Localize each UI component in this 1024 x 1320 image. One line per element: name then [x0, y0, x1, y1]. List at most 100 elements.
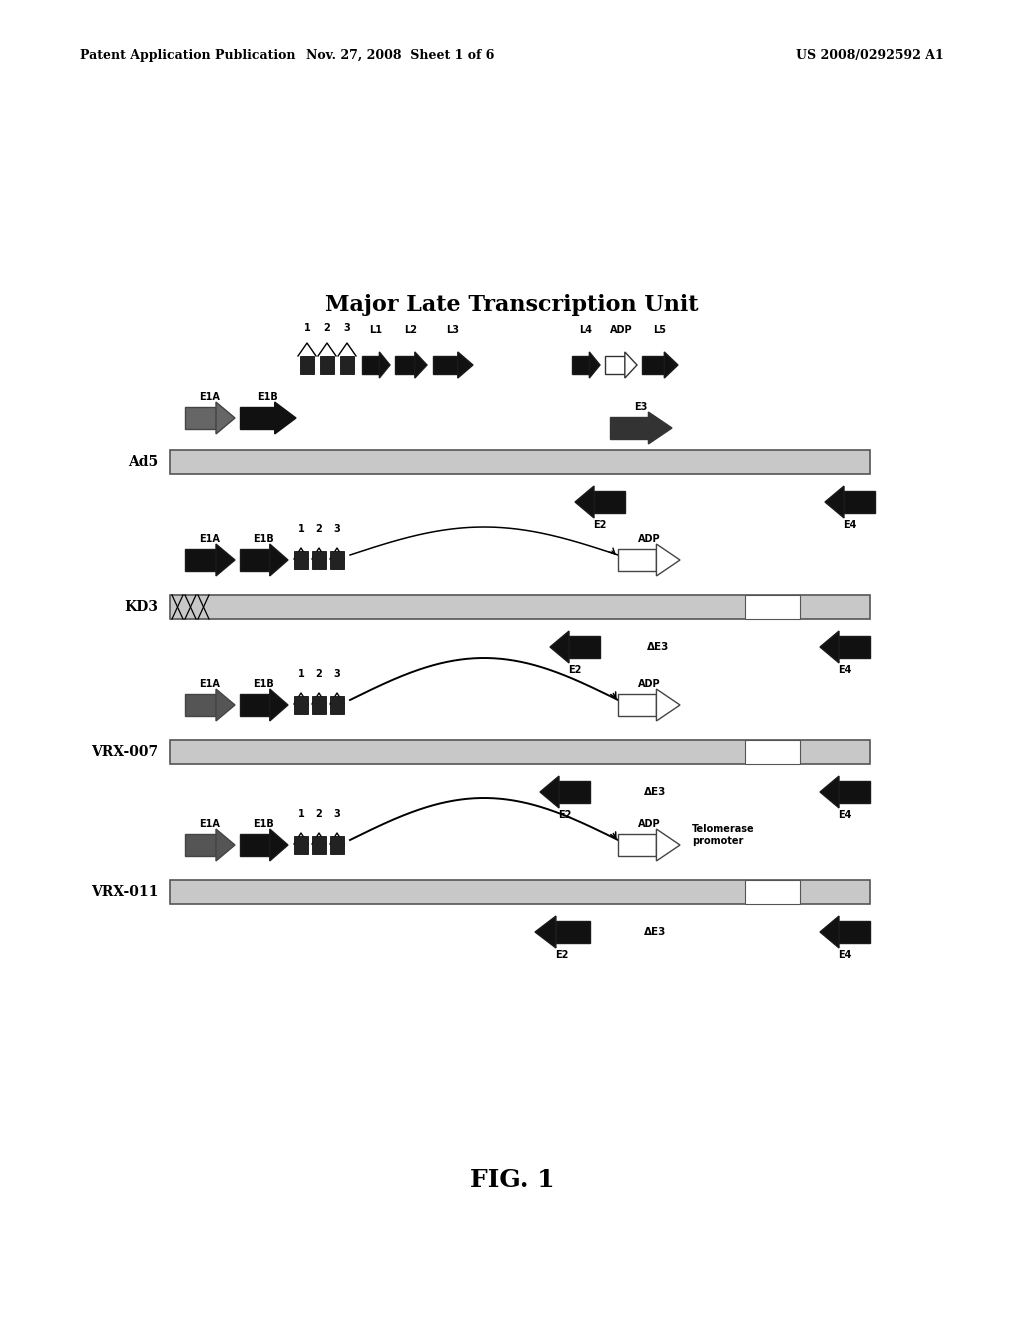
Text: L5: L5	[653, 325, 667, 335]
Text: L2: L2	[404, 325, 418, 335]
Bar	[844, 491, 874, 513]
Bar	[170, 450, 870, 474]
Text: E4: E4	[839, 665, 852, 675]
Polygon shape	[216, 544, 234, 576]
Bar	[170, 595, 870, 619]
Text: 2: 2	[315, 669, 323, 678]
Text: ADP: ADP	[638, 535, 660, 544]
Text: E4: E4	[839, 950, 852, 960]
Text: L1: L1	[370, 325, 383, 335]
Polygon shape	[656, 829, 680, 861]
Bar	[312, 550, 326, 569]
Bar	[312, 836, 326, 854]
Text: E1B: E1B	[254, 678, 274, 689]
Bar	[185, 407, 216, 429]
Text: 3: 3	[334, 809, 340, 818]
Bar	[294, 696, 308, 714]
Text: VRX-007: VRX-007	[91, 744, 158, 759]
Polygon shape	[656, 689, 680, 721]
Bar	[185, 694, 216, 715]
Bar	[330, 550, 344, 569]
Text: E1A: E1A	[200, 678, 220, 689]
Bar	[395, 356, 415, 374]
Polygon shape	[540, 776, 559, 808]
Polygon shape	[590, 352, 600, 378]
Text: 1: 1	[298, 669, 304, 678]
Bar	[618, 549, 656, 572]
Polygon shape	[820, 631, 839, 663]
Text: Major Late Transcription Unit: Major Late Transcription Unit	[326, 294, 698, 315]
Polygon shape	[269, 829, 288, 861]
Bar	[312, 696, 326, 714]
Bar	[240, 694, 269, 715]
Bar	[839, 921, 870, 942]
Bar	[240, 407, 274, 429]
Bar	[185, 834, 216, 855]
Bar	[642, 356, 665, 374]
Text: ΔE3: ΔE3	[644, 927, 667, 937]
Bar	[556, 921, 590, 942]
Text: E1A: E1A	[200, 818, 220, 829]
Text: E2: E2	[555, 950, 568, 960]
Text: ADP: ADP	[638, 818, 660, 829]
Text: ΔE3: ΔE3	[644, 787, 667, 797]
Polygon shape	[625, 352, 637, 378]
Polygon shape	[274, 403, 296, 434]
Text: 2: 2	[315, 809, 323, 818]
Polygon shape	[216, 829, 234, 861]
Polygon shape	[216, 689, 234, 721]
Bar	[362, 356, 379, 374]
Text: E2: E2	[568, 665, 582, 675]
Polygon shape	[648, 412, 672, 444]
Text: E1A: E1A	[200, 535, 220, 544]
Bar	[618, 834, 656, 855]
Bar	[745, 595, 800, 619]
Text: 1: 1	[298, 809, 304, 818]
Bar	[745, 741, 800, 764]
Text: ADP: ADP	[638, 678, 660, 689]
Bar	[319, 356, 334, 374]
Bar	[300, 356, 314, 374]
Text: L3: L3	[446, 325, 460, 335]
Text: L4: L4	[580, 325, 593, 335]
Polygon shape	[415, 352, 427, 378]
Polygon shape	[458, 352, 473, 378]
Polygon shape	[216, 403, 234, 434]
Text: Telomerase
promoter: Telomerase promoter	[692, 824, 755, 846]
Polygon shape	[656, 544, 680, 576]
Text: E3: E3	[634, 403, 648, 412]
Bar	[294, 836, 308, 854]
Bar	[185, 549, 216, 572]
Bar	[618, 694, 656, 715]
Bar	[330, 696, 344, 714]
Bar	[572, 356, 590, 374]
Text: ΔE3: ΔE3	[647, 642, 670, 652]
Text: E1B: E1B	[254, 818, 274, 829]
Text: E2: E2	[558, 810, 571, 820]
Text: 3: 3	[344, 323, 350, 333]
Text: E1B: E1B	[254, 535, 274, 544]
Bar	[559, 781, 590, 803]
Text: FIG. 1: FIG. 1	[470, 1168, 554, 1192]
Bar	[610, 417, 648, 440]
Text: E2: E2	[593, 520, 606, 531]
Polygon shape	[820, 776, 839, 808]
Text: Ad5: Ad5	[128, 455, 158, 469]
Bar	[170, 741, 870, 764]
Text: 2: 2	[324, 323, 331, 333]
Polygon shape	[379, 352, 390, 378]
Bar	[433, 356, 458, 374]
Text: E1B: E1B	[258, 392, 279, 403]
Text: 2: 2	[315, 524, 323, 535]
Text: 3: 3	[334, 524, 340, 535]
Bar	[294, 550, 308, 569]
Polygon shape	[665, 352, 678, 378]
Bar	[240, 549, 269, 572]
Bar	[594, 491, 625, 513]
Polygon shape	[269, 689, 288, 721]
Polygon shape	[535, 916, 556, 948]
Bar	[839, 781, 870, 803]
Text: ADP: ADP	[609, 325, 632, 335]
Text: 3: 3	[334, 669, 340, 678]
Polygon shape	[825, 486, 844, 517]
